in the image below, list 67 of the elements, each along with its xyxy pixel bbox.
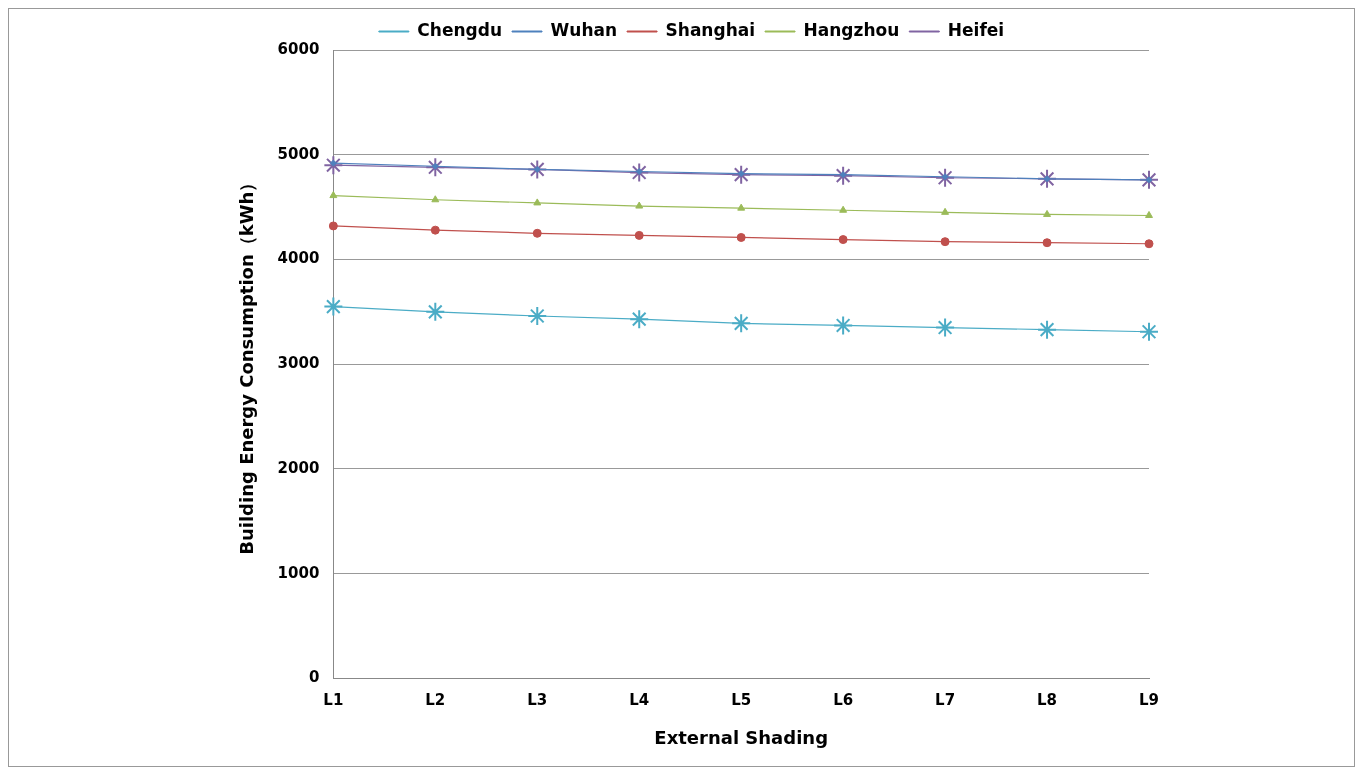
- point: [532, 228, 542, 238]
- point: [323, 296, 344, 317]
- point: [425, 157, 446, 178]
- point: [833, 315, 854, 336]
- y-tick-label: 2000: [277, 458, 320, 477]
- x-tick-label: L4: [629, 691, 650, 710]
- point: [1043, 175, 1051, 183]
- point: [430, 225, 440, 235]
- point: [736, 232, 746, 242]
- y-tick-label: 5000: [277, 144, 320, 163]
- point: [731, 313, 752, 334]
- point: [935, 317, 956, 338]
- x-tick-label: L5: [731, 691, 752, 710]
- legend-label: Hangzhou: [803, 19, 900, 40]
- y-tick-label: 0: [308, 668, 320, 687]
- point: [1145, 176, 1153, 184]
- point: [629, 309, 650, 330]
- point: [431, 195, 440, 203]
- point: [940, 237, 950, 247]
- legend-label: Chengdu: [417, 19, 503, 40]
- point: [527, 159, 548, 180]
- point: [533, 198, 542, 206]
- point: [731, 164, 752, 185]
- x-axis-title: External Shading: [654, 726, 829, 748]
- point: [329, 159, 337, 167]
- x-tick-label: L8: [1037, 691, 1058, 710]
- point: [838, 235, 848, 245]
- point: [533, 165, 541, 173]
- point: [425, 301, 446, 322]
- point: [629, 162, 650, 183]
- x-tick-label: L9: [1139, 691, 1159, 710]
- point: [839, 171, 847, 179]
- x-tick-label: L1: [323, 691, 344, 710]
- point: [737, 203, 746, 211]
- point: [1144, 239, 1154, 249]
- point: [737, 170, 745, 178]
- point: [941, 173, 949, 181]
- x-tick-label: L6: [833, 691, 854, 710]
- point: [935, 167, 956, 188]
- point: [1043, 209, 1052, 217]
- y-tick-label: 3000: [277, 354, 320, 373]
- y-tick-label: 6000: [277, 39, 320, 58]
- y-axis-title: Building Energy Consumption（kWh）: [236, 173, 258, 555]
- point: [941, 207, 950, 215]
- point: [1037, 319, 1058, 340]
- point: [833, 165, 854, 186]
- point: [527, 306, 548, 327]
- point: [1145, 210, 1153, 218]
- x-tick-label: L2: [425, 691, 446, 710]
- point: [635, 167, 643, 175]
- point: [329, 191, 338, 199]
- point: [635, 201, 644, 209]
- point: [634, 230, 644, 240]
- point: [328, 221, 338, 231]
- point: [1139, 321, 1159, 342]
- point: [1139, 169, 1159, 190]
- legend-label: Heifei: [947, 19, 1005, 40]
- x-tick-label: L7: [935, 691, 956, 710]
- legend-label: Wuhan: [550, 19, 618, 40]
- point: [839, 205, 848, 213]
- y-tick-label: 1000: [277, 563, 320, 582]
- legend-label: Shanghai: [665, 19, 756, 40]
- y-tick-label: 4000: [277, 249, 320, 268]
- point: [431, 162, 439, 170]
- x-tick-label: L3: [527, 691, 548, 710]
- point: [1042, 238, 1052, 248]
- point: [323, 155, 344, 176]
